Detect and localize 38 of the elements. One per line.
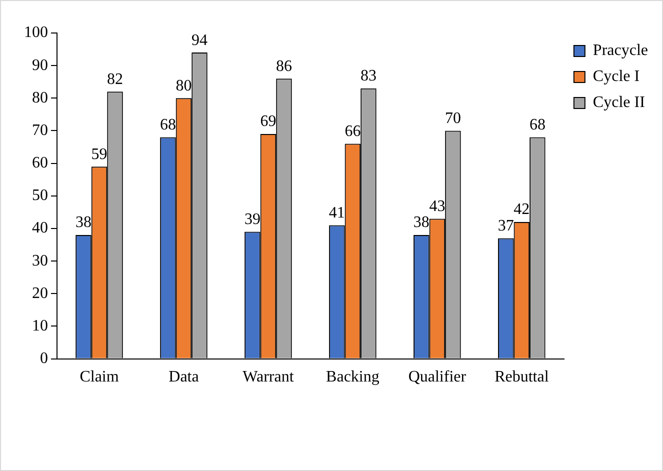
x-tick-label: Warrant bbox=[242, 368, 294, 386]
data-label: 69 bbox=[260, 113, 276, 130]
data-label: 37 bbox=[498, 217, 514, 234]
y-tick-label: 20 bbox=[32, 284, 48, 302]
legend-label: Cycle II bbox=[592, 94, 645, 112]
data-label: 42 bbox=[514, 201, 530, 218]
x-tick-label: Qualifier bbox=[408, 368, 467, 386]
data-label: 59 bbox=[91, 146, 108, 163]
y-tick-label: 80 bbox=[32, 89, 48, 106]
data-label: 83 bbox=[360, 68, 376, 85]
data-label: 68 bbox=[160, 116, 176, 134]
y-tick-label: 30 bbox=[32, 252, 48, 270]
x-tick-label: Claim bbox=[80, 368, 120, 386]
y-tick-label: 40 bbox=[32, 220, 48, 237]
data-label: 38 bbox=[75, 214, 92, 232]
legend-label: Pracycle bbox=[592, 42, 648, 60]
x-tick-label: Backing bbox=[326, 368, 380, 386]
data-label: 41 bbox=[328, 204, 345, 222]
data-label: 94 bbox=[192, 32, 208, 49]
data-label: 39 bbox=[244, 210, 260, 228]
y-tick-label: 90 bbox=[32, 56, 48, 74]
data-label: 82 bbox=[107, 70, 124, 88]
data-label: 86 bbox=[276, 58, 292, 75]
legend-label: Cycle I bbox=[592, 68, 640, 86]
y-tick-label: 10 bbox=[32, 317, 48, 334]
data-label: 68 bbox=[529, 116, 546, 134]
y-tick-label: 50 bbox=[32, 187, 48, 204]
y-tick-label: 0 bbox=[40, 350, 48, 368]
x-tick-label: Data bbox=[168, 368, 199, 386]
y-tick-label: 70 bbox=[32, 122, 48, 139]
data-label: 43 bbox=[429, 198, 446, 215]
data-label: 66 bbox=[344, 122, 361, 140]
data-label: 80 bbox=[176, 77, 192, 94]
data-label: 38 bbox=[413, 214, 430, 232]
data-label: 70 bbox=[444, 110, 461, 127]
x-tick-label: Rebuttal bbox=[494, 368, 550, 386]
y-tick-label: 60 bbox=[32, 154, 48, 172]
y-tick-label: 100 bbox=[24, 24, 48, 42]
